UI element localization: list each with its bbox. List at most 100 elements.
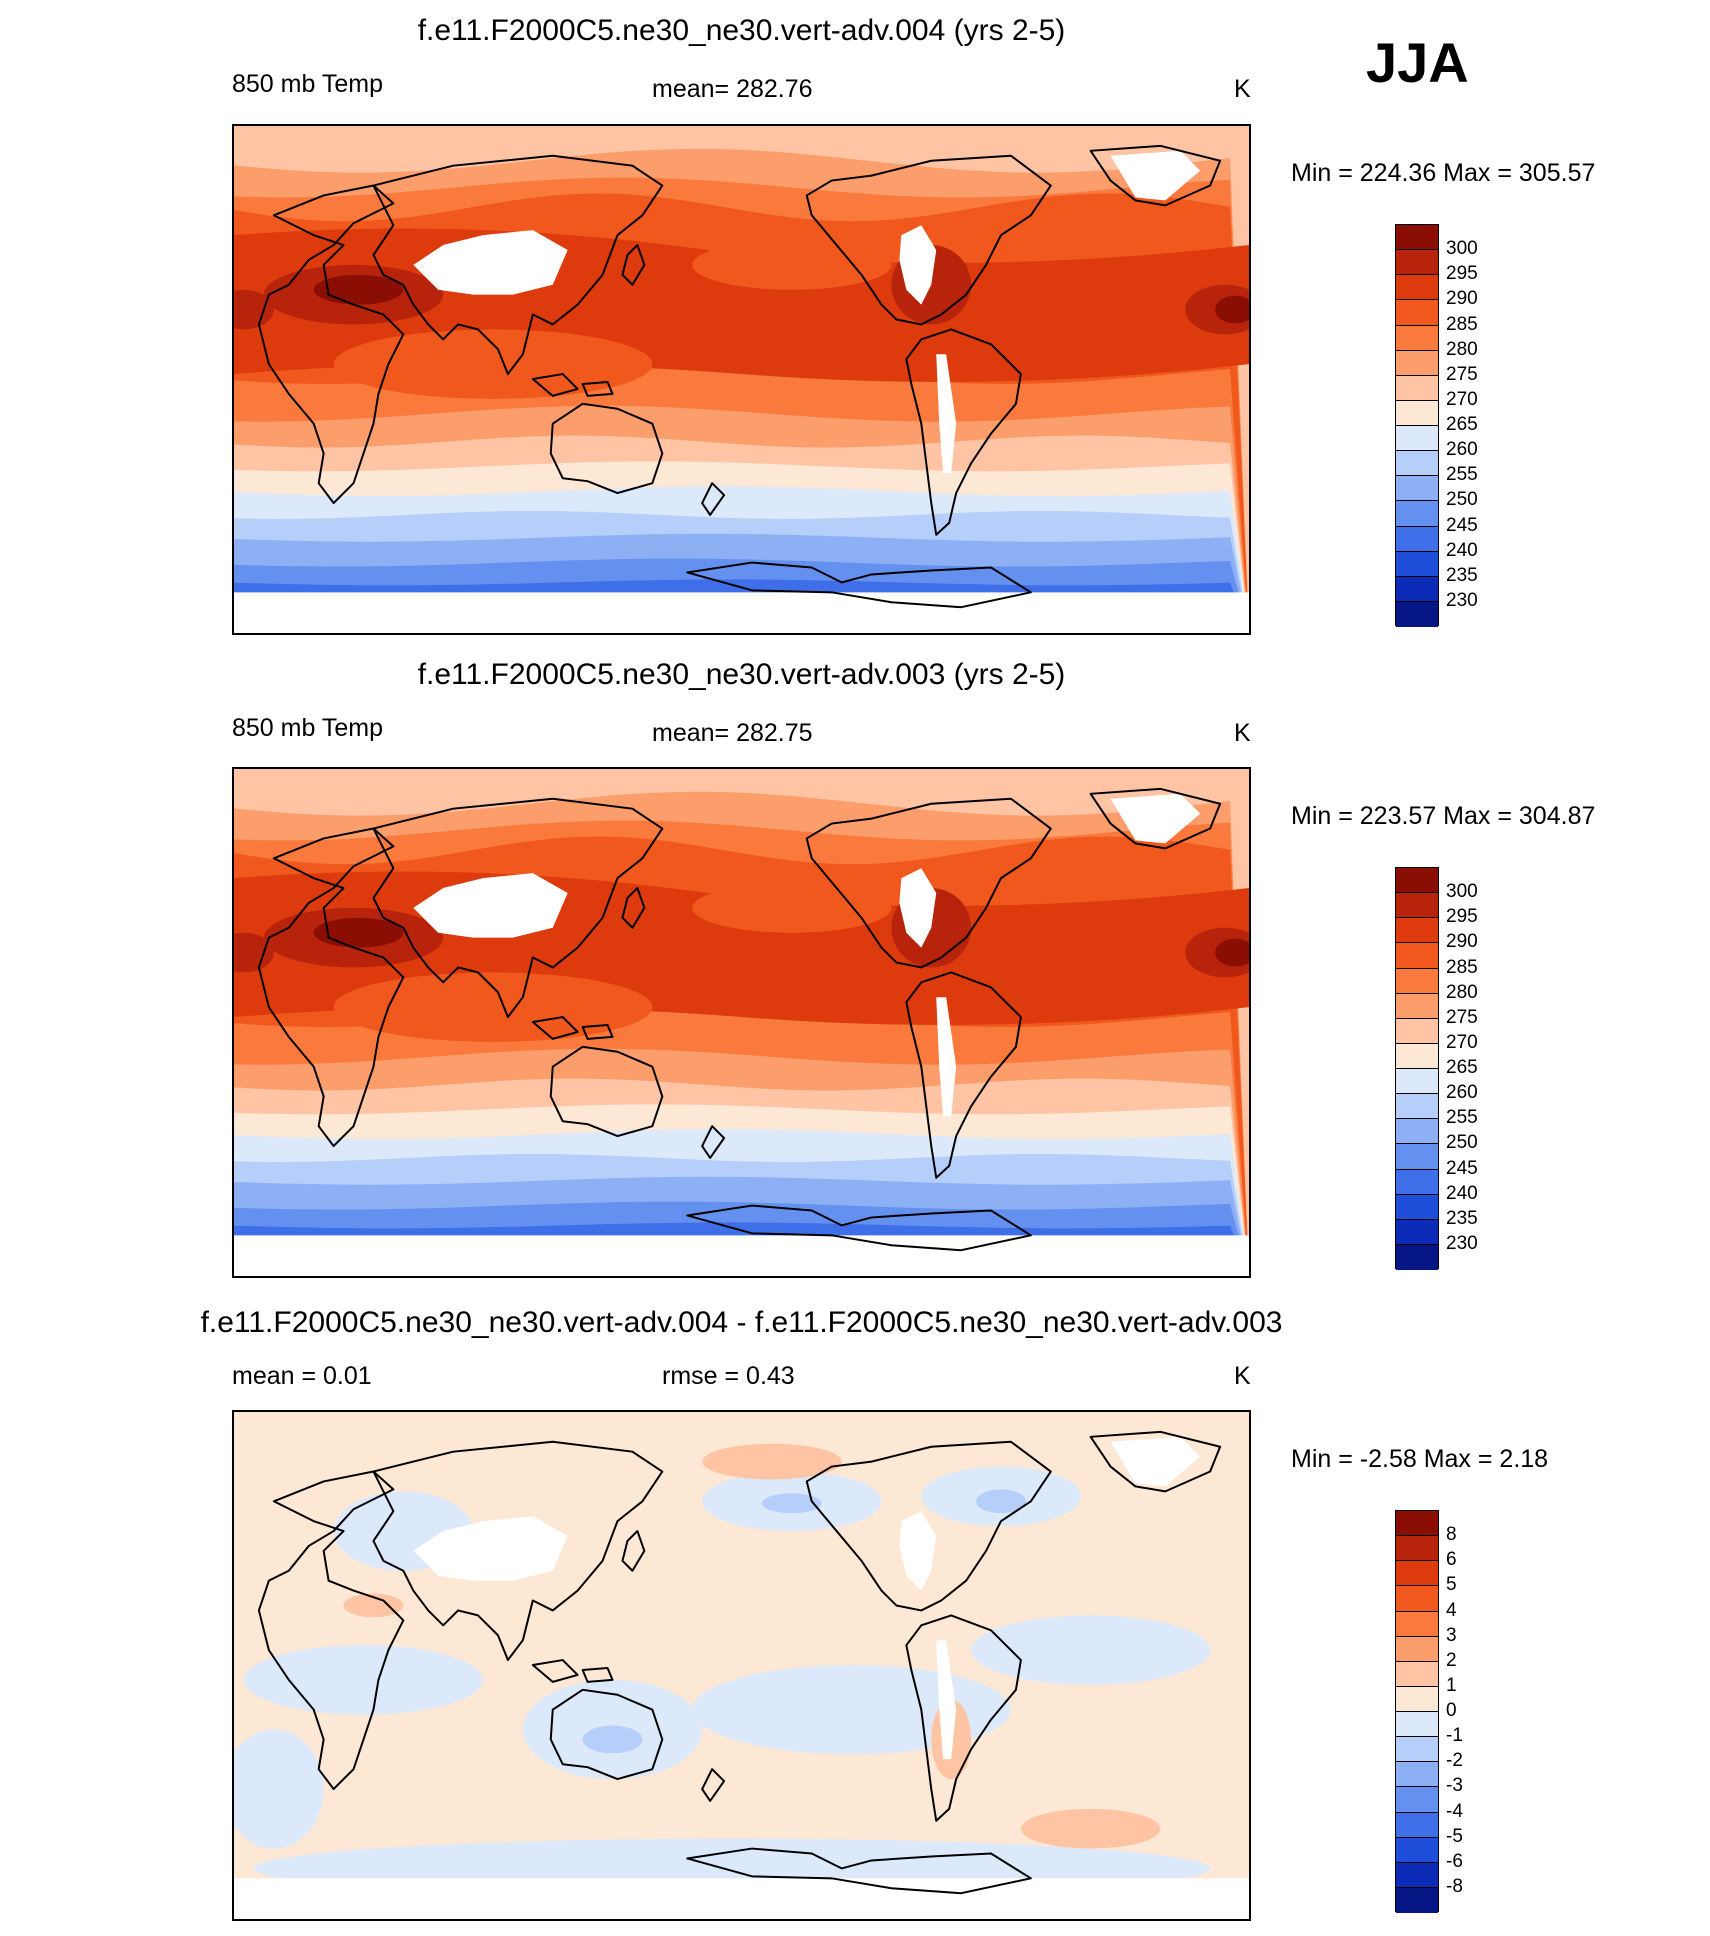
colorbar-swatch (1396, 601, 1438, 627)
colorbar-tick-label: 235 (1446, 564, 1478, 586)
colorbar-swatch (1396, 1018, 1438, 1044)
colorbar-tick-label: 230 (1446, 589, 1478, 611)
colorbar-swatch (1396, 250, 1438, 276)
colorbar-tick-label: 2 (1446, 1649, 1457, 1671)
map-panel-1 (232, 124, 1251, 635)
colorbar-tick-label: 270 (1446, 388, 1478, 410)
panel-title: f.e11.F2000C5.ne30_ne30.vert-adv.004 (yr… (417, 14, 1066, 47)
minmax-label: Min = 224.36 Max = 305.57 (1291, 159, 1596, 187)
units-label: K (1234, 1362, 1251, 1390)
panel-title: f.e11.F2000C5.ne30_ne30.vert-adv.003 (yr… (417, 658, 1066, 691)
colorbar-tick-label: -4 (1446, 1800, 1463, 1822)
colorbar-tick-label: 295 (1446, 263, 1478, 285)
colorbar-tick-label: 285 (1446, 313, 1478, 335)
colorbar-tick-label: 255 (1446, 464, 1478, 486)
colorbar-swatch (1396, 501, 1438, 527)
colorbar-swatch (1396, 400, 1438, 426)
colorbar-tick-label: -6 (1446, 1850, 1463, 1872)
map-field (234, 126, 1249, 633)
colorbar-swatch (1396, 1661, 1438, 1687)
colorbar-swatch (1396, 476, 1438, 502)
mean-label: mean= 282.75 (652, 719, 813, 747)
colorbar-tick-label: -8 (1446, 1875, 1463, 1897)
colorbar-tick-label: 290 (1446, 931, 1478, 953)
colorbar-tick-label: 260 (1446, 439, 1478, 461)
colorbar-swatch (1396, 1144, 1438, 1170)
colorbar-tick-label: -1 (1446, 1725, 1463, 1747)
units-label: K (1234, 75, 1251, 103)
colorbar-swatch (1396, 1686, 1438, 1712)
colorbar-tick-label: -2 (1446, 1750, 1463, 1772)
colorbar-swatch (1396, 426, 1438, 452)
colorbar-tick-label: 6 (1446, 1549, 1457, 1571)
mean-label: mean = 0.01 (232, 1362, 372, 1390)
map-panel-3 (232, 1410, 1251, 1921)
minmax-label: Min = -2.58 Max = 2.18 (1291, 1445, 1549, 1473)
colorbar-tick-label: 285 (1446, 956, 1478, 978)
colorbar-tick-label: 4 (1446, 1599, 1457, 1621)
colorbar-swatch (1396, 1169, 1438, 1195)
colorbar-tick-label: 300 (1446, 238, 1478, 260)
colorbar-tick-label: 235 (1446, 1207, 1478, 1229)
colorbar-swatch (1396, 1561, 1438, 1587)
colorbar-swatch (1396, 868, 1438, 894)
colorbar-tick-label: 280 (1446, 338, 1478, 360)
colorbar-swatch (1396, 1862, 1438, 1888)
mean-label: mean= 282.76 (652, 75, 813, 103)
colorbar-swatch (1396, 300, 1438, 326)
colorbar-swatch (1396, 918, 1438, 944)
colorbar-tick-label: 255 (1446, 1107, 1478, 1129)
colorbar-tick-label: 275 (1446, 363, 1478, 385)
colorbar-tick-label: 270 (1446, 1031, 1478, 1053)
colorbar-swatch (1396, 1119, 1438, 1145)
colorbar-tick-label: 260 (1446, 1082, 1478, 1104)
colorbar-swatch (1396, 275, 1438, 301)
colorbar-swatch (1396, 1043, 1438, 1069)
colorbar-swatch (1396, 1586, 1438, 1612)
minmax-label: Min = 223.57 Max = 304.87 (1291, 802, 1596, 830)
colorbar-swatch (1396, 1762, 1438, 1788)
colorbar-tick-label: 265 (1446, 414, 1478, 435)
colorbar-swatch (1396, 1737, 1438, 1763)
colorbar-swatch (1396, 1611, 1438, 1637)
colorbar-swatch (1396, 1194, 1438, 1220)
units-label: K (1234, 719, 1251, 747)
colorbar-tick-label: 275 (1446, 1006, 1478, 1028)
colorbar-swatch (1396, 1712, 1438, 1738)
colorbar-tick-label: 3 (1446, 1624, 1457, 1646)
colorbar-swatch (1396, 1219, 1438, 1245)
colorbar-tick-label: 240 (1446, 539, 1478, 561)
colorbar-tick-label: 240 (1446, 1182, 1478, 1204)
colorbar-tick-label: 250 (1446, 1132, 1478, 1154)
colorbar-swatch (1396, 526, 1438, 552)
colorbar-tick-label: 250 (1446, 489, 1478, 511)
colorbar-swatch (1396, 968, 1438, 994)
season-label: JJA (1366, 31, 1469, 94)
colorbar-swatch (1396, 1094, 1438, 1120)
colorbar-tick-label: 5 (1446, 1574, 1457, 1596)
colorbar-swatch (1396, 225, 1438, 251)
colorbar-tick-label: 300 (1446, 881, 1478, 903)
colorbar-swatch (1396, 893, 1438, 919)
colorbar-1 (1395, 224, 1439, 627)
colorbar-tick-label: 245 (1446, 514, 1478, 536)
colorbar-tick-label: 230 (1446, 1232, 1478, 1254)
colorbar-swatch (1396, 1787, 1438, 1813)
colorbar-tick-label: 1 (1446, 1674, 1457, 1696)
colorbar-tick-label: 245 (1446, 1157, 1478, 1179)
colorbar-swatch (1396, 1244, 1438, 1270)
colorbar-swatch (1396, 451, 1438, 477)
colorbar-swatch (1396, 576, 1438, 602)
colorbar-tick-label: -3 (1446, 1775, 1463, 1797)
rmse-label: rmse = 0.43 (662, 1362, 795, 1390)
colorbar-swatch (1396, 551, 1438, 577)
colorbar-tick-label: 8 (1446, 1524, 1457, 1546)
map-panel-2 (232, 767, 1251, 1278)
colorbar-swatch (1396, 350, 1438, 376)
map-field (234, 1412, 1249, 1919)
panel-title: f.e11.F2000C5.ne30_ne30.vert-adv.004 - f… (200, 1306, 1283, 1339)
colorbar-swatch (1396, 1636, 1438, 1662)
colorbar-swatch (1396, 1069, 1438, 1095)
colorbar-tick-label: -5 (1446, 1825, 1463, 1847)
colorbar-swatch (1396, 1812, 1438, 1838)
